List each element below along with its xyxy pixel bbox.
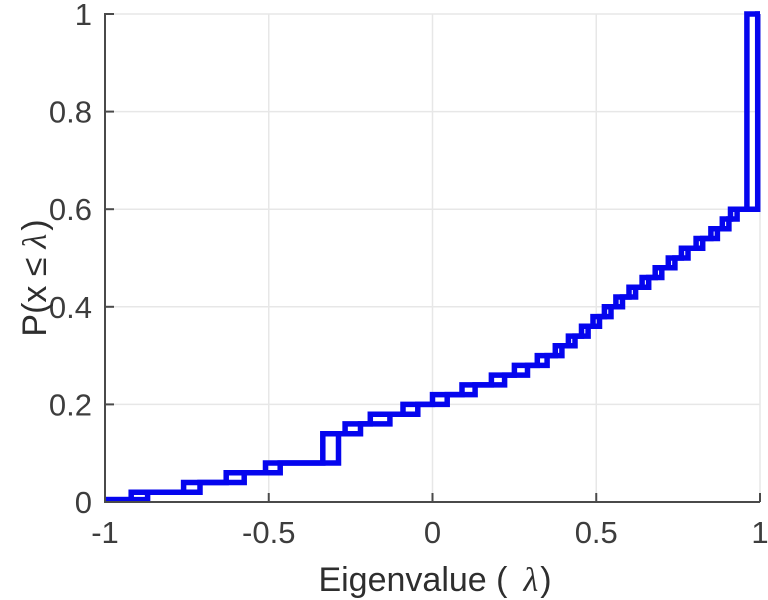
grid-layer bbox=[105, 13, 761, 502]
y-tick-label: 0.8 bbox=[49, 95, 92, 130]
tick-label-layer: -1 -0.5 0 0.5 1 0 0.2 0.4 0.6 0.8 1 bbox=[49, 0, 768, 550]
y-tick-label: 0.6 bbox=[49, 192, 92, 227]
eigenvalue-cdf-b-step-curve bbox=[105, 11, 761, 503]
y-axis-label: P(x ≤λ) bbox=[16, 219, 54, 336]
y-tick-label: 1 bbox=[75, 0, 92, 32]
axis-layer bbox=[104, 13, 761, 503]
y-tick-label: 0 bbox=[75, 485, 92, 520]
x-axis-label: Eigenvalue (λ) bbox=[318, 561, 551, 599]
y-tick-label: 0.4 bbox=[49, 290, 92, 325]
y-tick-label: 0.2 bbox=[49, 387, 92, 422]
x-tick-label: 0 bbox=[424, 515, 441, 550]
x-tick-label: 0.5 bbox=[575, 515, 618, 550]
x-tick-label: -1 bbox=[91, 515, 119, 550]
x-tick-label: 1 bbox=[751, 515, 768, 550]
x-tick-label: -0.5 bbox=[242, 515, 295, 550]
curve-layer bbox=[105, 11, 761, 503]
